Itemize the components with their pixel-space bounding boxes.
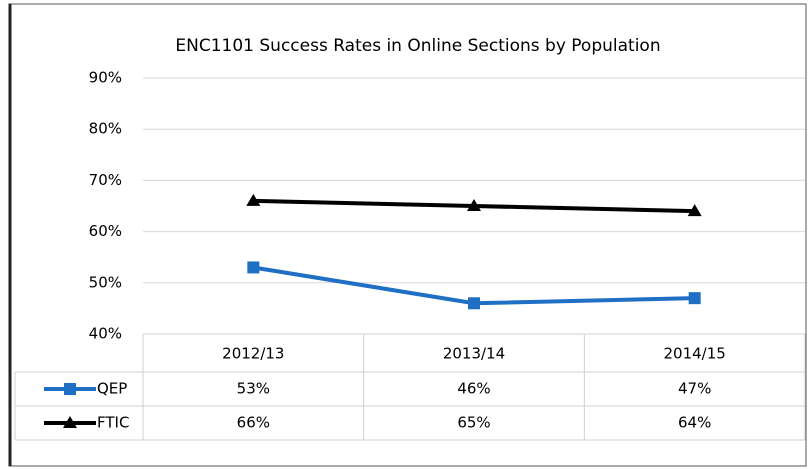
legend-marker <box>63 416 77 428</box>
data-point <box>688 292 701 305</box>
table-value: 64% <box>678 414 711 432</box>
table-value: 46% <box>457 380 490 398</box>
table-value: 65% <box>457 414 490 432</box>
chart-frame <box>8 3 807 467</box>
y-tick-label: 70% <box>89 171 122 189</box>
y-tick-label: 90% <box>89 69 122 87</box>
data-point <box>687 204 702 217</box>
x-tick-label: 2012/13 <box>222 345 284 363</box>
data-point <box>467 199 481 211</box>
chart-title: ENC1101 Success Rates in Online Sections… <box>175 36 660 56</box>
x-tick-label: 2013/14 <box>443 345 505 363</box>
y-tick-label: 50% <box>89 273 122 291</box>
data-point <box>246 193 261 206</box>
table-value: 66% <box>237 414 270 432</box>
data-point <box>247 261 260 274</box>
y-tick-label: 40% <box>89 325 122 343</box>
y-tick-label: 60% <box>89 222 122 240</box>
table-value: 53% <box>237 380 270 398</box>
data-point <box>468 297 480 310</box>
legend-label: FTIC <box>97 414 129 432</box>
table-value: 47% <box>678 380 711 398</box>
legend-label: QEP <box>97 380 127 398</box>
y-tick-label: 80% <box>89 120 122 138</box>
x-tick-label: 2014/15 <box>664 345 726 363</box>
legend-marker <box>64 383 76 395</box>
